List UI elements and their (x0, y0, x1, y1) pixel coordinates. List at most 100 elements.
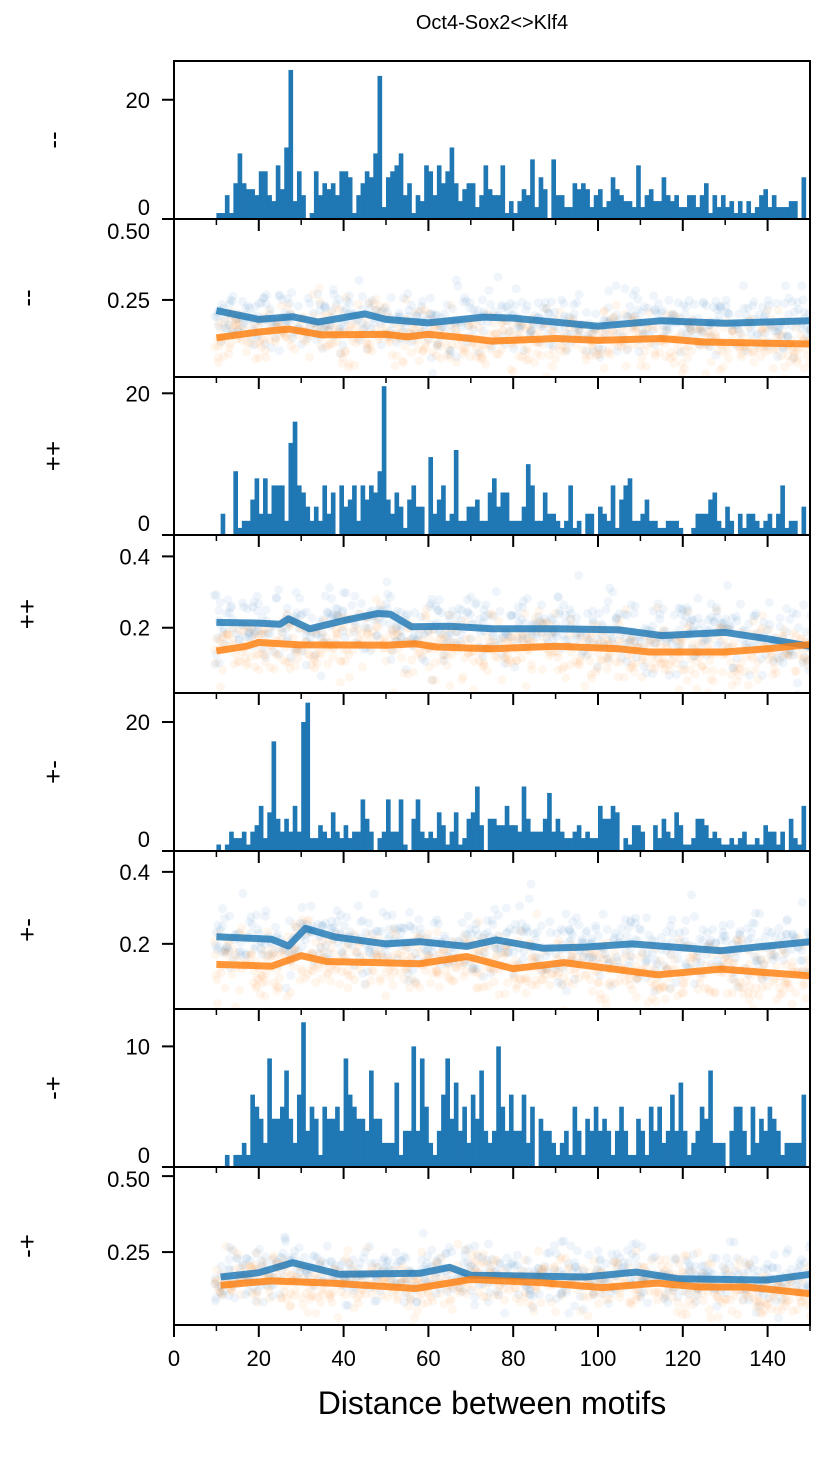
scatter-point-blue (699, 298, 709, 308)
scatter-point-blue (523, 633, 533, 643)
scatter-point-blue (500, 1308, 510, 1318)
scatter-point-orange (520, 608, 530, 618)
scatter-point-orange (499, 948, 509, 958)
scatter-point-orange (416, 305, 426, 315)
scatter-point-blue (738, 1295, 748, 1305)
scatter-point-orange (228, 634, 238, 644)
hist-bar (776, 207, 781, 219)
scatter-point-blue (770, 932, 780, 942)
hist-bar (610, 805, 616, 851)
scatter-point-blue (431, 601, 441, 611)
hist-bar (216, 844, 222, 851)
scatter-point-blue (460, 1245, 470, 1255)
hist-bar (712, 1142, 718, 1167)
scatter-point-orange (605, 977, 615, 987)
scatter-point-orange (687, 640, 697, 650)
hist-bar (687, 195, 692, 219)
scatter-point-orange (268, 1253, 278, 1263)
scatter-point-orange (367, 346, 377, 356)
scatter-point-blue (722, 1253, 732, 1263)
scatter-point-blue (217, 300, 227, 310)
scatter-point-blue (281, 983, 291, 993)
scatter-point-orange (780, 362, 790, 372)
scatter-point-blue (358, 291, 368, 301)
scatter-point-blue (670, 1253, 680, 1263)
scatter-point-orange (315, 296, 325, 306)
hist-bar (305, 1130, 311, 1167)
scatter-point-orange (469, 947, 479, 957)
scatter-point-orange (367, 965, 377, 975)
scatter-point-orange (289, 919, 299, 929)
scatter-point-blue (771, 1296, 781, 1306)
scatter-point-blue (796, 1255, 806, 1265)
hist-bar (657, 201, 662, 219)
hist-bar (411, 213, 417, 219)
hist-bar (326, 838, 332, 851)
scatter-point-orange (641, 658, 651, 668)
scatter-point-blue (306, 901, 316, 911)
scatter-point-orange (285, 1289, 295, 1299)
scatter-point-orange (552, 971, 562, 981)
scatter-point-blue (767, 927, 777, 937)
scatter-point-blue (413, 307, 423, 317)
scatter-point-blue (509, 344, 519, 354)
hist-bar (593, 838, 599, 851)
scatter-point-blue (259, 293, 269, 303)
scatter-point-blue (274, 291, 284, 301)
scatter-point-blue (425, 601, 435, 611)
scatter-point-blue (631, 652, 641, 662)
scatter-point-orange (297, 967, 307, 977)
scatter-point-orange (534, 606, 544, 616)
scatter-point-orange (423, 1298, 433, 1308)
hist-bar (462, 189, 467, 219)
scatter-point-orange (245, 624, 255, 634)
trend-line-blue (216, 924, 810, 955)
scatter-point-blue (265, 629, 275, 639)
scatter-point-orange (282, 1294, 292, 1304)
scatter-point-orange (522, 973, 532, 983)
hist-bar (220, 513, 226, 535)
scatter-point-orange (472, 967, 482, 977)
scatter-point-orange (344, 628, 354, 638)
scatter-point-blue (690, 299, 700, 309)
scatter-point-blue (328, 610, 338, 620)
scatter-point-orange (216, 323, 226, 333)
scatter-point-orange (362, 628, 372, 638)
scatter-point-orange (690, 324, 700, 334)
scatter-point-blue (532, 927, 542, 937)
scatter-point-orange (732, 934, 742, 944)
scatter-point-blue (637, 1242, 647, 1252)
hist-bar (258, 1118, 264, 1167)
hist-bar (780, 831, 785, 851)
hist-bar (712, 195, 718, 219)
hist-bar (275, 1118, 281, 1167)
hist-bar (369, 831, 374, 851)
scatter-point-orange (532, 952, 542, 962)
scatter-point-blue (514, 618, 524, 628)
scatter-point-orange (621, 949, 631, 959)
scatter-point-orange (220, 629, 230, 639)
scatter-point-blue (309, 1251, 319, 1261)
scatter-point-orange (571, 952, 581, 962)
scatter-point-orange (591, 350, 601, 360)
scatter-point-blue (253, 924, 263, 934)
scatter-point-orange (602, 653, 612, 663)
scatter-point-blue (761, 308, 771, 318)
hist-bar (564, 520, 569, 535)
scatter-point-orange (589, 948, 599, 958)
scatter-point-blue (470, 964, 480, 974)
scatter-point-orange (483, 981, 493, 991)
scatter-point-blue (415, 923, 425, 933)
scatter-point-orange (314, 963, 324, 973)
scatter-point-blue (261, 299, 271, 309)
scatter-point-blue (392, 622, 402, 632)
scatter-point-orange (574, 973, 584, 983)
scatter-point-blue (716, 302, 726, 312)
scatter-point-blue (400, 923, 410, 933)
scatter-point-blue (556, 1289, 566, 1299)
scatter-point-blue (257, 612, 267, 622)
scatter-point-orange (442, 1285, 452, 1295)
scatter-point-blue (301, 935, 311, 945)
scatter-point-orange (290, 946, 300, 956)
scatter-point-orange (364, 297, 374, 307)
